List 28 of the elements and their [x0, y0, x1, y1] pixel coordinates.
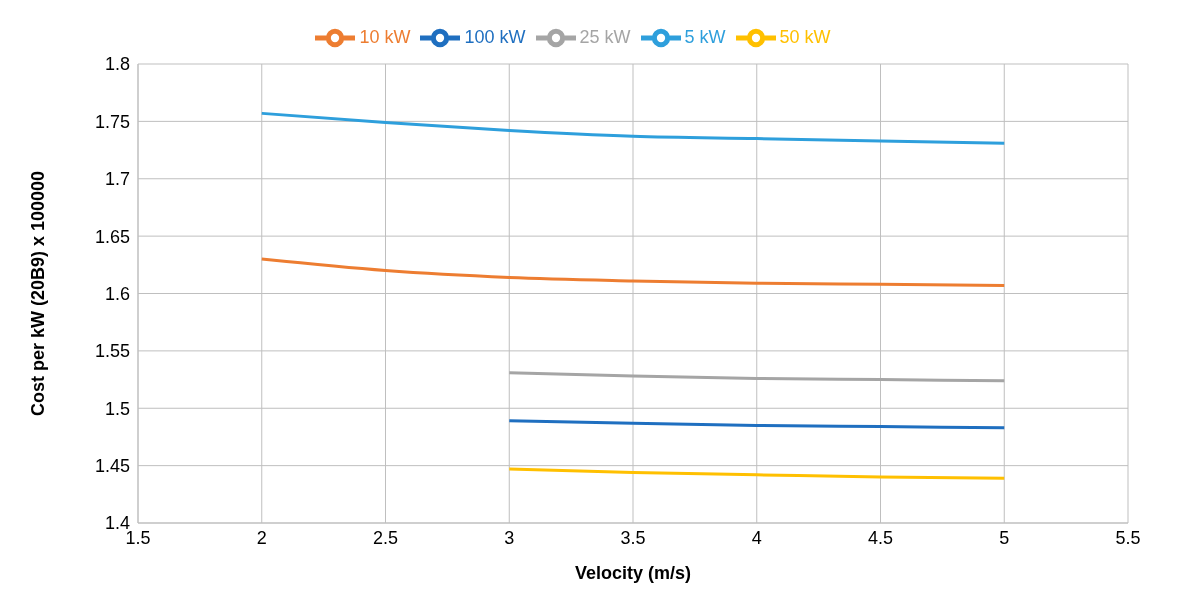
line-series: [507, 467, 1006, 480]
legend-label: 25 kW: [579, 26, 631, 47]
y-tick-label: 1.75: [94, 111, 130, 132]
x-axis-title: Velocity (m/s): [574, 563, 692, 583]
x-tick-label: 4.5: [867, 527, 894, 548]
y-tick-label: 1.8: [104, 54, 130, 75]
legend-label: 10 kW: [359, 26, 411, 47]
y-tick-label: 1.5: [104, 398, 130, 419]
x-tick-label: 4: [751, 527, 762, 548]
legend-label: 5 kW: [684, 26, 726, 47]
y-tick-label: 1.55: [94, 341, 130, 362]
y-tick-label: 1.45: [94, 456, 130, 477]
x-tick-label: 2.5: [372, 527, 399, 548]
y-tick-label: 1.6: [104, 283, 130, 304]
line-series: [507, 371, 1006, 383]
y-tick-label: 1.65: [94, 226, 130, 247]
line-series: [507, 419, 1006, 430]
x-tick-label: 3: [504, 527, 515, 548]
legend-label: 100 kW: [464, 26, 526, 47]
line-series: [260, 111, 1006, 145]
x-tick-label: 5.5: [1115, 527, 1141, 548]
x-tick-label: 3.5: [620, 527, 646, 548]
y-axis-title: Cost per kW (20B9) x 100000: [28, 170, 49, 417]
x-tick-label: 2: [256, 527, 267, 548]
y-tick-label: 1.7: [104, 169, 130, 190]
legend-label: 50 kW: [779, 26, 831, 47]
line-series: [260, 257, 1006, 287]
x-tick-label: 5: [999, 527, 1010, 548]
